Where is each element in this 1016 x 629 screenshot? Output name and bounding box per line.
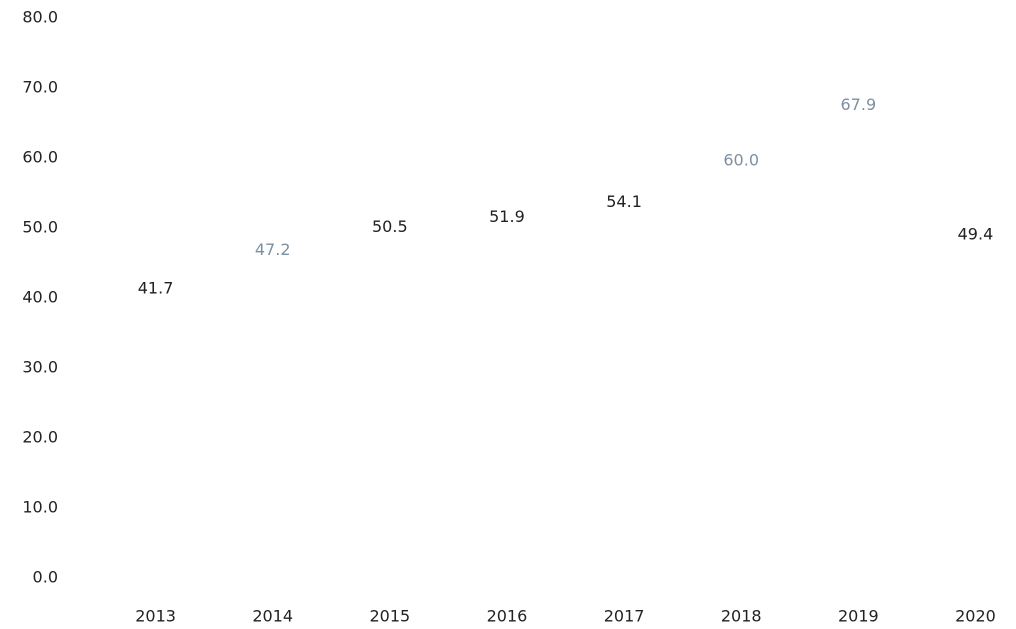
data-label: 51.9 [489,207,525,226]
y-tick-label: 70.0 [22,78,58,97]
y-tick-label: 20.0 [22,428,58,447]
x-tick-label: 2020 [955,607,996,626]
y-tick-label: 10.0 [22,498,58,517]
y-tick-label: 0.0 [33,568,58,587]
data-label: 49.4 [958,225,994,244]
y-tick-label: 30.0 [22,358,58,377]
x-tick-label: 2015 [369,607,410,626]
y-tick-label: 60.0 [22,148,58,167]
y-tick-label: 40.0 [22,288,58,307]
data-label: 47.2 [255,240,291,259]
data-label: 60.0 [723,151,759,170]
x-tick-label: 2014 [252,607,293,626]
y-tick-label: 80.0 [22,8,58,27]
y-tick-label: 50.0 [22,218,58,237]
x-tick-label: 2016 [487,607,528,626]
x-tick-label: 2018 [721,607,762,626]
x-tick-label: 2017 [604,607,645,626]
x-tick-label: 2013 [135,607,176,626]
data-label: 67.9 [841,95,877,114]
data-label: 50.5 [372,217,408,236]
x-tick-label: 2019 [838,607,879,626]
data-label: 41.7 [138,279,174,298]
data-label: 54.1 [606,192,642,211]
